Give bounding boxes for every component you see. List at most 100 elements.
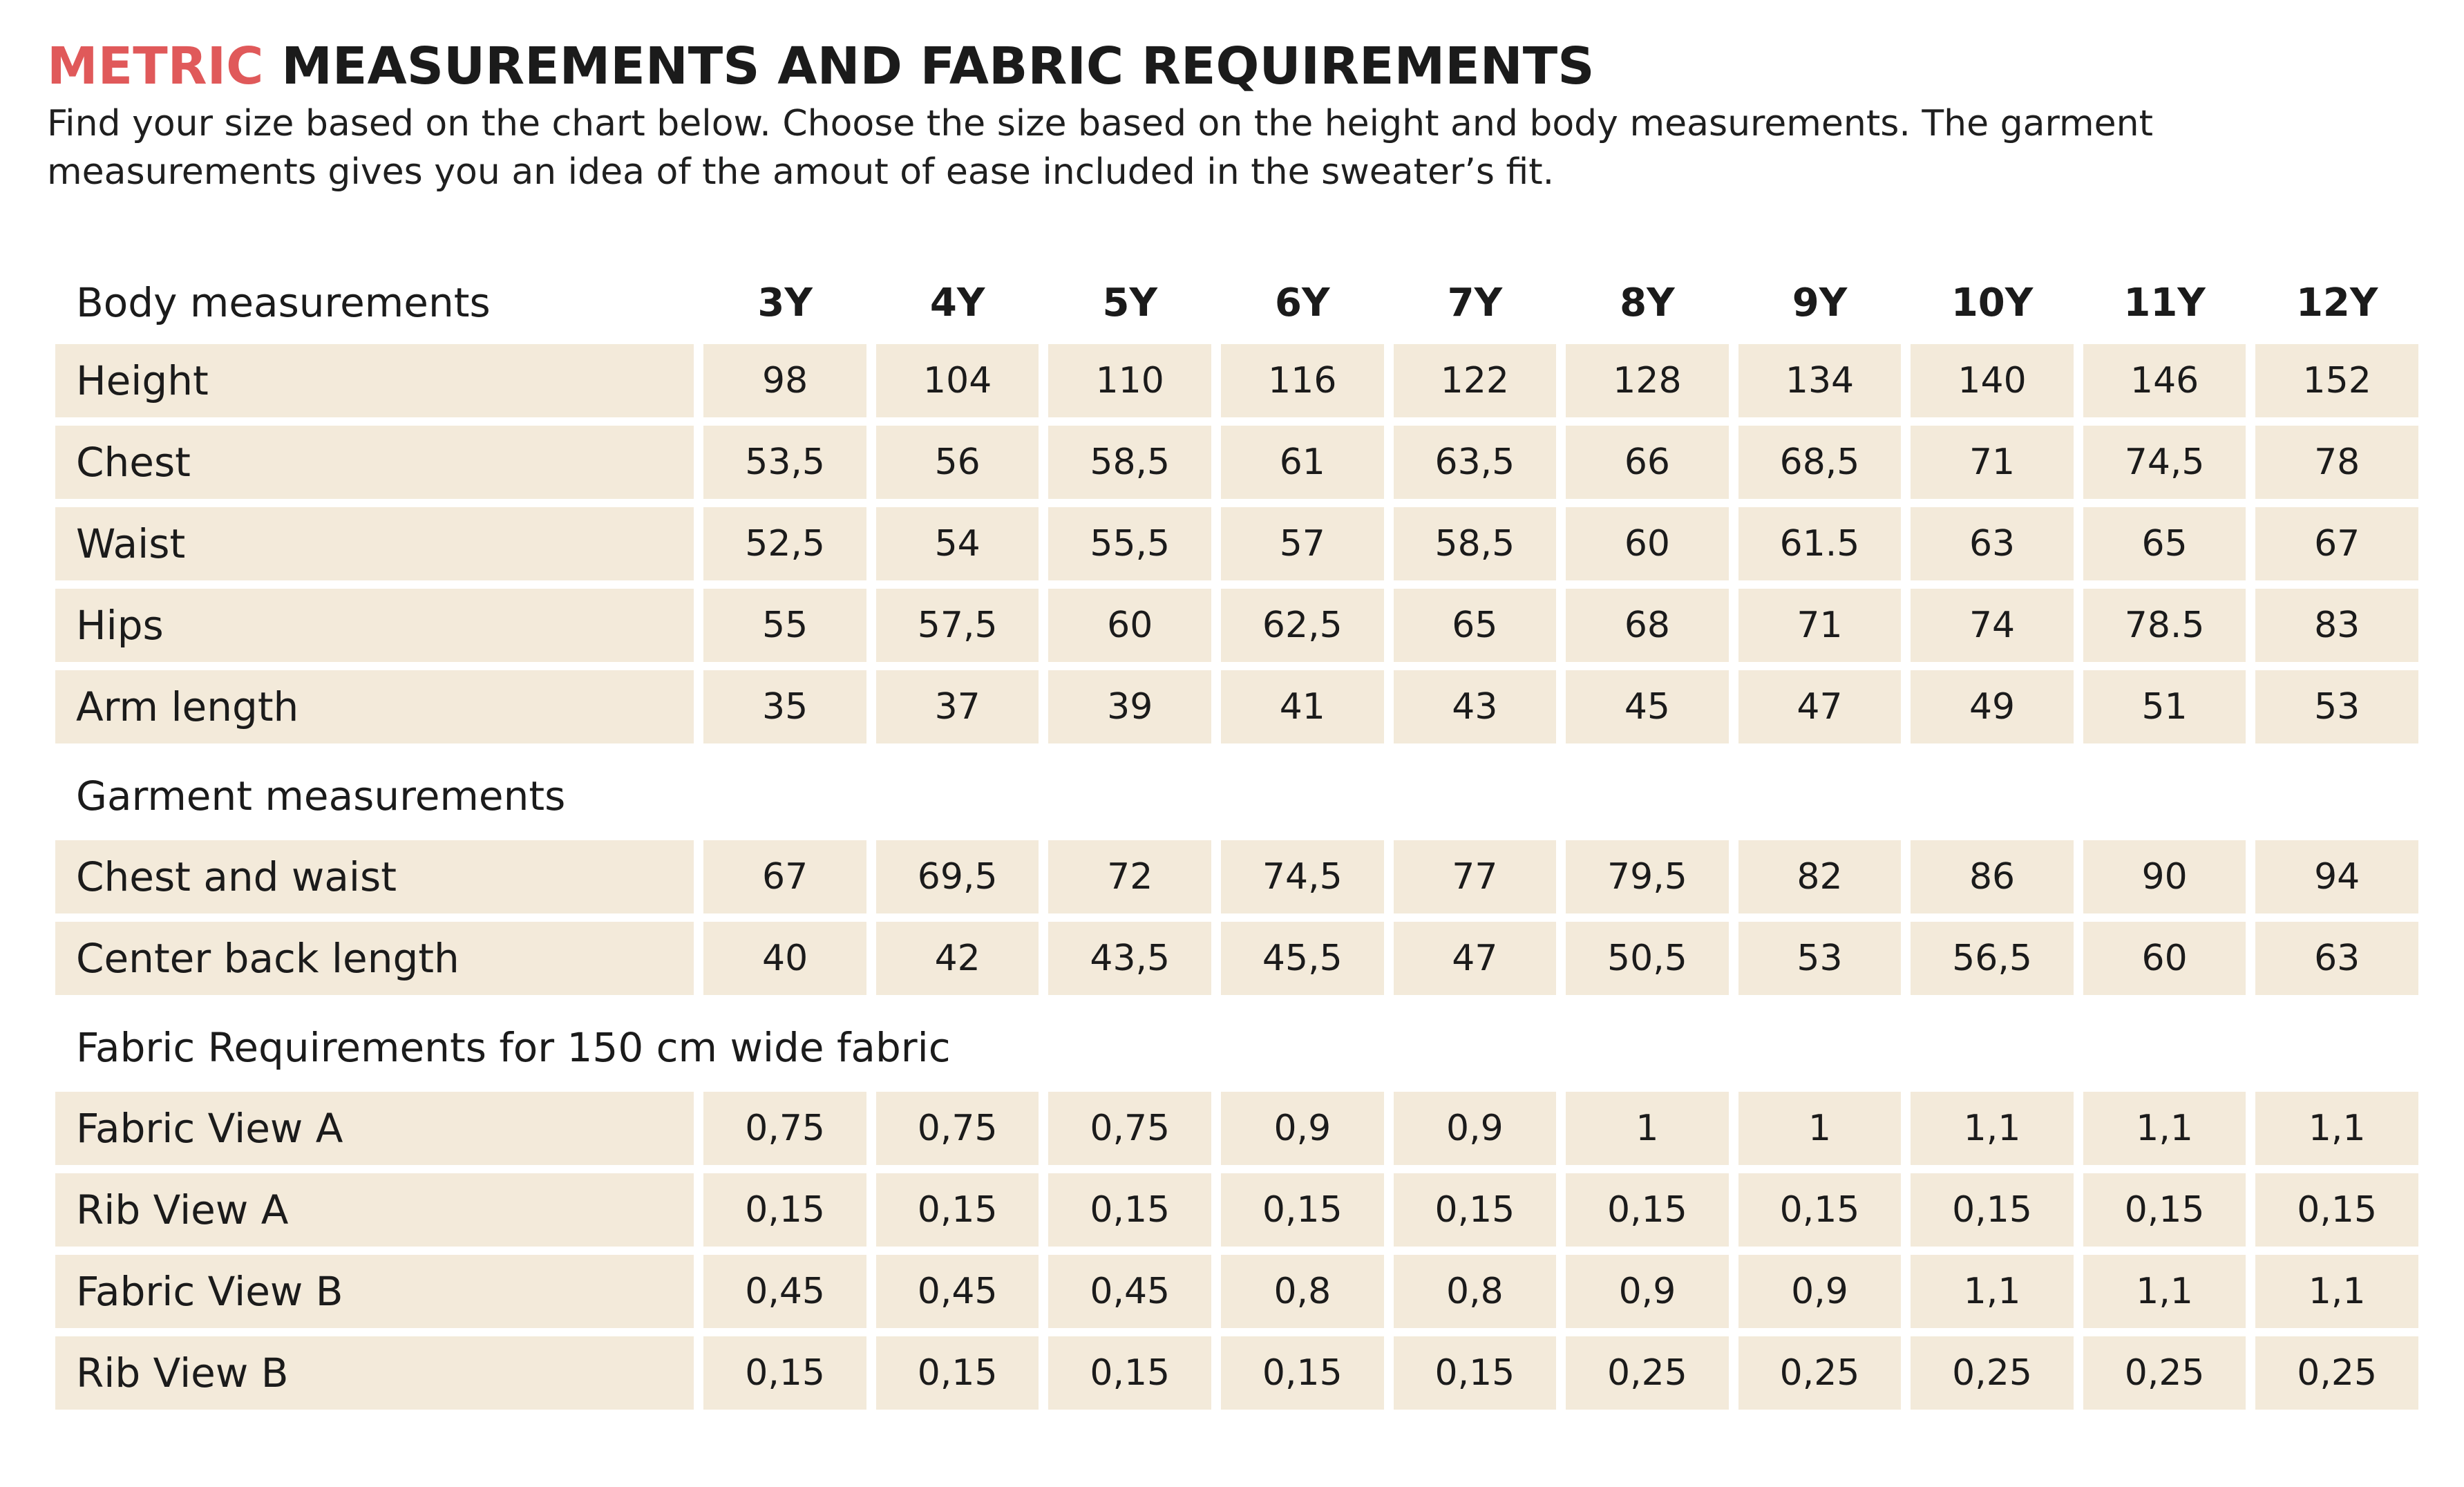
table-cell: 86 bbox=[1911, 840, 2074, 913]
table-cell: 0,15 bbox=[703, 1336, 866, 1410]
table-cell: 63,5 bbox=[1393, 426, 1557, 499]
row-label: Rib View A bbox=[55, 1173, 694, 1247]
table-cell: 60 bbox=[2083, 922, 2246, 995]
table-cell: 58,5 bbox=[1393, 507, 1557, 580]
fabric-requirements-rows: Fabric View A 0,75 0,75 0,75 0,9 0,9 1 1 1,1 1,1 1… bbox=[55, 1092, 2418, 1410]
table-cell: 0,15 bbox=[875, 1173, 1039, 1247]
table-cell: 51 bbox=[2083, 670, 2246, 744]
table-cell: 0,25 bbox=[2255, 1336, 2418, 1410]
table-cell: 0,9 bbox=[1393, 1092, 1557, 1165]
table-cell: 1,1 bbox=[1911, 1255, 2074, 1328]
table-cell: 60 bbox=[1566, 507, 1729, 580]
table-cell: 98 bbox=[703, 344, 866, 417]
table-cell: 56,5 bbox=[1911, 922, 2074, 995]
row-label: Height bbox=[55, 344, 694, 417]
table-cell: 134 bbox=[1738, 344, 1902, 417]
table-cell: 62,5 bbox=[1221, 589, 1384, 662]
table-cell: 79,5 bbox=[1566, 840, 1729, 913]
table-cell: 61 bbox=[1221, 426, 1384, 499]
table-cell: 1,1 bbox=[2255, 1255, 2418, 1328]
table-cell: 0,15 bbox=[2255, 1173, 2418, 1247]
table-cell: 53,5 bbox=[703, 426, 866, 499]
size-header: 6Y bbox=[1275, 280, 1330, 325]
table-cell: 74 bbox=[1911, 589, 2074, 662]
table-cell: 1 bbox=[1566, 1092, 1729, 1165]
table-cell: 0,15 bbox=[1738, 1173, 1902, 1247]
table-cell: 45 bbox=[1566, 670, 1729, 744]
table-cell: 74,5 bbox=[1221, 840, 1384, 913]
size-header: 3Y bbox=[757, 280, 813, 325]
table-row: Chest 53,5 56 58,5 61 63,5 66 68,5 71 74,5 78 bbox=[55, 426, 2418, 499]
table-cell: 65 bbox=[2083, 507, 2246, 580]
table-cell: 43 bbox=[1393, 670, 1557, 744]
table-cell: 0,25 bbox=[2083, 1336, 2246, 1410]
table-cell: 40 bbox=[703, 922, 866, 995]
size-chart-table: Body measurements 3Y 4Y 5Y 6Y 7Y 8Y 9Y 1… bbox=[55, 261, 2418, 1418]
row-label: Chest bbox=[55, 426, 694, 499]
title-main: MEASUREMENTS AND FABRIC REQUIREMENTS bbox=[263, 37, 1595, 96]
table-cell: 57 bbox=[1221, 507, 1384, 580]
table-cell: 0,15 bbox=[1048, 1336, 1212, 1410]
table-cell: 39 bbox=[1048, 670, 1212, 744]
size-header: 4Y bbox=[929, 280, 985, 325]
table-cell: 0,45 bbox=[1048, 1255, 1212, 1328]
table-cell: 72 bbox=[1048, 840, 1212, 913]
table-cell: 1,1 bbox=[1911, 1092, 2074, 1165]
table-cell: 61.5 bbox=[1738, 507, 1902, 580]
table-row: Fabric View A 0,75 0,75 0,75 0,9 0,9 1 1 1,1 1,1 1… bbox=[55, 1092, 2418, 1165]
table-cell: 128 bbox=[1566, 344, 1729, 417]
table-cell: 47 bbox=[1738, 670, 1902, 744]
table-cell: 0,15 bbox=[1911, 1173, 2074, 1247]
table-cell: 69,5 bbox=[875, 840, 1039, 913]
table-cell: 57,5 bbox=[875, 589, 1039, 662]
row-label: Chest and waist bbox=[55, 840, 694, 913]
page-header: METRIC MEASUREMENTS AND FABRIC REQUIREME… bbox=[47, 33, 2424, 196]
table-cell: 0,15 bbox=[703, 1173, 866, 1247]
table-cell: 0,15 bbox=[875, 1336, 1039, 1410]
body-measurements-rows: Height 98 104 110 116 122 128 134 140 146 152 Chest… bbox=[55, 344, 2418, 744]
section-heading-garment: Garment measurements bbox=[55, 752, 2418, 840]
table-cell: 146 bbox=[2083, 344, 2246, 417]
table-cell: 58,5 bbox=[1048, 426, 1212, 499]
section-heading-fabric: Fabric Requirements for 150 cm wide fabr… bbox=[55, 1003, 2418, 1092]
row-label: Rib View B bbox=[55, 1336, 694, 1410]
table-row: Center back length 40 42 43,5 45,5 47 50,5 53 56… bbox=[55, 922, 2418, 995]
table-cell: 60 bbox=[1048, 589, 1212, 662]
table-row: Fabric View B 0,45 0,45 0,45 0,8 0,8 0,9 0,9 1,1… bbox=[55, 1255, 2418, 1328]
table-cell: 0,75 bbox=[703, 1092, 866, 1165]
table-cell: 104 bbox=[875, 344, 1039, 417]
table-cell: 52,5 bbox=[703, 507, 866, 580]
table-cell: 116 bbox=[1221, 344, 1384, 417]
table-cell: 78.5 bbox=[2083, 589, 2246, 662]
garment-heading: Garment measurements bbox=[76, 773, 566, 820]
table-cell: 94 bbox=[2255, 840, 2418, 913]
table-cell: 0,25 bbox=[1566, 1336, 1729, 1410]
table-cell: 43,5 bbox=[1048, 922, 1212, 995]
table-cell: 41 bbox=[1221, 670, 1384, 744]
table-cell: 110 bbox=[1048, 344, 1212, 417]
table-cell: 45,5 bbox=[1221, 922, 1384, 995]
row-label: Arm length bbox=[55, 670, 694, 744]
table-cell: 67 bbox=[2255, 507, 2418, 580]
table-cell: 65 bbox=[1393, 589, 1557, 662]
table-cell: 1,1 bbox=[2083, 1255, 2246, 1328]
size-header: 12Y bbox=[2295, 280, 2378, 325]
size-header: 9Y bbox=[1792, 280, 1848, 325]
table-cell: 55,5 bbox=[1048, 507, 1212, 580]
table-cell: 0,9 bbox=[1221, 1092, 1384, 1165]
table-cell: 0,45 bbox=[703, 1255, 866, 1328]
size-header: 5Y bbox=[1102, 280, 1157, 325]
table-row: Rib View A 0,15 0,15 0,15 0,15 0,15 0,15 0,15 0,… bbox=[55, 1173, 2418, 1247]
table-cell: 1,1 bbox=[2083, 1092, 2246, 1165]
header-label: Body measurements bbox=[76, 279, 491, 326]
table-cell: 0,9 bbox=[1566, 1255, 1729, 1328]
table-cell: 77 bbox=[1393, 840, 1557, 913]
row-label: Hips bbox=[55, 589, 694, 662]
table-cell: 49 bbox=[1911, 670, 2074, 744]
table-cell: 1,1 bbox=[2255, 1092, 2418, 1165]
table-cell: 82 bbox=[1738, 840, 1902, 913]
table-cell: 53 bbox=[1738, 922, 1902, 995]
table-cell: 42 bbox=[875, 922, 1039, 995]
table-row: Waist 52,5 54 55,5 57 58,5 60 61.5 63 65 67 bbox=[55, 507, 2418, 580]
table-cell: 0,15 bbox=[1048, 1173, 1212, 1247]
